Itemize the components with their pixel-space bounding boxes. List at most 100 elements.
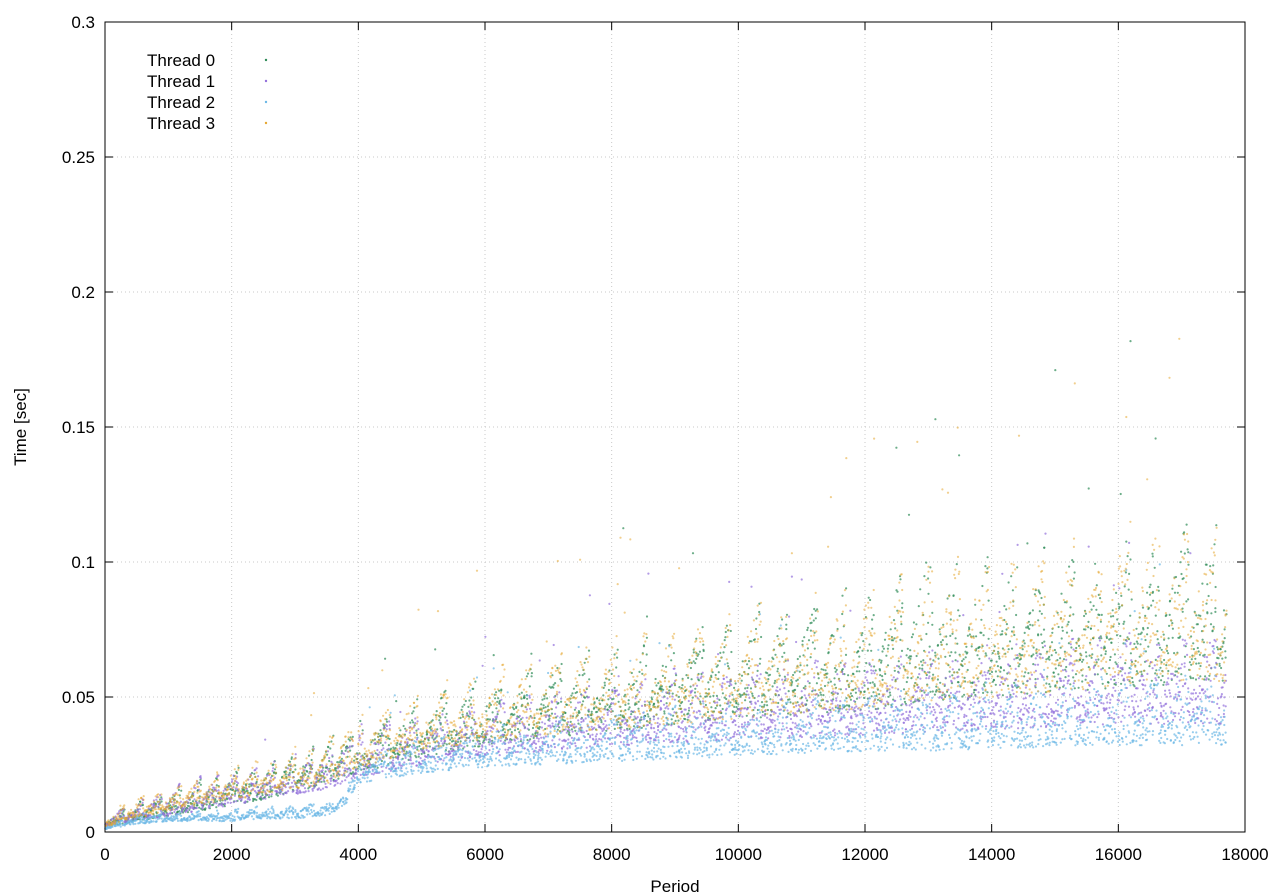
data-point [229,801,232,805]
data-point [619,730,622,733]
data-point [1061,626,1064,629]
data-point [776,705,779,709]
data-point [1125,645,1128,648]
data-point [788,615,791,618]
data-point [826,672,829,675]
data-point [643,700,647,703]
data-point [440,729,443,732]
data-point [518,714,521,718]
data-point [1160,713,1163,717]
data-point [946,721,949,724]
data-point [978,645,981,649]
data-point [724,630,727,634]
data-point [518,722,521,725]
data-point [173,805,176,808]
data-point [443,733,446,736]
data-point [935,685,938,688]
data-point [983,685,986,688]
data-point [701,656,704,660]
data-point [1100,701,1103,705]
data-point [1032,663,1035,666]
data-point [130,819,133,822]
data-point [903,700,907,704]
data-point [520,718,523,721]
data-point [1028,707,1031,710]
data-point [879,711,882,715]
data-point [982,691,985,695]
data-point [596,740,599,743]
data-point [1101,667,1104,670]
data-point [925,709,929,712]
data-point [759,716,762,719]
data-point [771,721,774,724]
data-point [650,723,653,726]
data-point [1146,633,1149,636]
data-point [690,734,693,737]
data-point [1041,641,1044,645]
data-point [981,674,984,677]
data-point [1104,650,1107,653]
data-point [945,714,948,718]
data-point [1142,628,1145,631]
data-point [899,655,902,658]
data-point [923,699,926,702]
data-point [645,653,648,656]
data-point [1165,683,1168,686]
data-point [583,661,586,664]
data-point [1154,614,1157,617]
data-point [724,636,727,639]
data-point [672,714,675,717]
data-point [452,739,455,743]
data-point [1152,691,1155,694]
data-point [546,749,549,752]
data-point [588,594,592,597]
data-point [897,688,900,691]
data-point [325,786,328,789]
data-point [799,664,802,667]
data-point [1092,714,1095,717]
data-point [447,734,450,738]
data-point [215,806,218,809]
data-point [1059,657,1062,660]
data-point [461,713,464,716]
data-point [766,716,769,719]
data-point [290,781,294,784]
data-point [1217,657,1220,660]
data-point [1130,695,1133,698]
data-point [268,793,271,797]
data-point [1036,663,1040,666]
data-point [639,718,642,721]
data-point [1021,644,1024,647]
data-point [1129,558,1132,561]
data-point [1151,705,1154,709]
data-point [509,741,512,744]
data-point [1016,656,1019,659]
data-point [596,710,599,713]
data-point [1012,626,1015,629]
data-point [863,669,866,673]
data-point [987,677,990,680]
data-point [1157,721,1160,724]
data-point [998,693,1001,696]
data-point [1073,687,1076,690]
data-point [635,680,638,683]
data-point [950,651,953,654]
data-point [558,691,561,694]
data-point [728,580,731,584]
data-point [751,694,754,698]
data-point [964,656,967,659]
data-point [1111,694,1114,698]
data-point [876,711,879,714]
data-point [1144,614,1147,618]
data-point [215,802,218,805]
data-point [1131,713,1134,716]
data-point [613,686,616,689]
data-point [806,715,810,718]
data-point [910,636,914,639]
data-point [441,713,444,716]
data-point [1214,640,1217,643]
data-point [1135,627,1138,630]
data-point [1129,652,1132,655]
data-point [751,678,755,682]
data-point [863,696,866,700]
